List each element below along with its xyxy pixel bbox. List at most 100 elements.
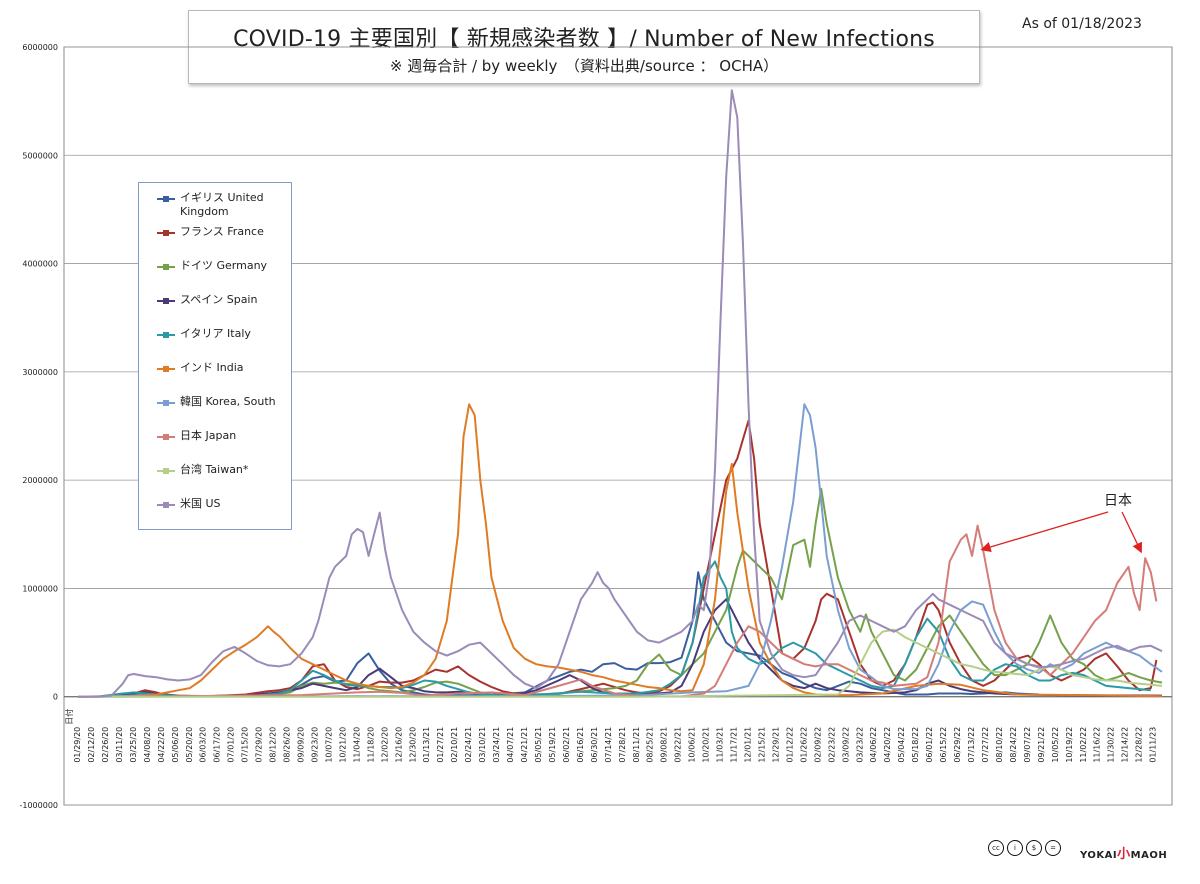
x-tick-label: 07/29/20 [255, 727, 264, 763]
x-tick-label: 02/24/21 [464, 727, 473, 763]
x-tick-label: 11/18/20 [366, 727, 375, 763]
legend-label: フランス France [180, 225, 264, 238]
x-tick-label: 05/20/20 [185, 727, 194, 763]
legend-label: イギリス United Kingdom [180, 191, 264, 218]
y-tick-label: 3000000 [22, 368, 58, 377]
legend-swatch [157, 364, 175, 374]
legend-swatch [157, 228, 175, 238]
legend-label: 韓国 Korea, South [180, 395, 276, 408]
x-tick-label: 06/03/20 [199, 727, 208, 763]
x-tick-label: 09/23/20 [310, 727, 319, 763]
x-tick-label: 07/01/20 [227, 727, 236, 763]
y-tick-label: 1000000 [22, 584, 58, 593]
as-of-date: As of 01/18/2023 [1022, 16, 1142, 32]
x-tick-label: 05/18/22 [911, 727, 920, 763]
x-tick-label: 11/03/21 [716, 727, 725, 763]
x-tick-label: 05/05/21 [534, 727, 543, 763]
x-tick-label: 06/02/21 [562, 727, 571, 763]
x-tick-label: 06/15/22 [939, 727, 948, 763]
x-tick-label: 11/17/21 [730, 727, 739, 763]
x-tick-label: 01/29/20 [73, 727, 82, 763]
x-tick-label: 10/06/21 [688, 727, 697, 763]
legend-item: スペイン Spain [157, 293, 276, 307]
legend-label: インド India [180, 361, 244, 374]
x-tick-label: 11/02/22 [1079, 727, 1088, 763]
x-tick-label: 05/19/21 [548, 727, 557, 763]
x-tick-label: 02/10/21 [450, 727, 459, 763]
series-line [77, 403, 1163, 698]
legend-item: イタリア Italy [157, 327, 276, 341]
x-tick-label: 04/21/21 [520, 727, 529, 763]
x-tick-label: 06/16/21 [576, 727, 585, 763]
x-tick-label: 06/17/20 [213, 727, 222, 763]
x-tick-label: 02/23/22 [827, 727, 836, 763]
x-tick-label: 01/11/23 [1149, 727, 1158, 763]
legend-swatch [157, 194, 175, 204]
legend-item: インド India [157, 361, 276, 375]
x-tick-label: 07/14/21 [604, 727, 613, 763]
legend-swatch [157, 330, 175, 340]
x-tick-label: 10/21/20 [338, 727, 347, 763]
legend-swatch [157, 262, 175, 272]
x-tick-label: 03/11/20 [115, 727, 124, 763]
x-tick-label: 07/15/20 [241, 727, 250, 763]
legend-label: 台湾 Taiwan* [180, 463, 249, 476]
chart-legend: イギリス United Kingdom フランス France ドイツ German… [138, 182, 292, 530]
y-tick-label: 2000000 [22, 476, 58, 485]
legend-item: フランス France [157, 225, 276, 239]
series-line [77, 524, 1158, 698]
annotation-arrows: 日本 [980, 493, 1142, 554]
x-tick-label: 10/07/20 [324, 727, 333, 763]
x-tick-label: 03/10/21 [478, 727, 487, 763]
x-tick-label: 08/10/22 [995, 727, 1004, 763]
x-tick-label: 12/28/22 [1135, 727, 1144, 763]
y-tick-label: -1000000 [19, 801, 58, 810]
series-line [77, 487, 1163, 698]
x-axis-label: 日付 [64, 709, 74, 725]
x-tick-label: 10/19/22 [1065, 727, 1074, 763]
x-tick-label: 03/25/20 [129, 727, 138, 763]
legend-swatch [157, 432, 175, 442]
x-tick-label: 02/12/20 [87, 727, 96, 763]
series-lines [77, 89, 1163, 698]
series-line [77, 89, 1163, 698]
x-tick-label: 08/25/21 [646, 727, 655, 763]
y-tick-labels: -1000000 0 1000000 2000000 3000000 4000000 500… [19, 43, 58, 810]
x-tick-label: 06/01/22 [925, 727, 934, 763]
legend-label: 日本 Japan [180, 429, 237, 442]
y-tick-label: 5000000 [22, 151, 58, 160]
y-tick-label: 0 [53, 693, 58, 702]
legend-swatch [157, 466, 175, 476]
x-tick-label: 05/06/20 [171, 727, 180, 763]
x-tick-label: 10/05/22 [1051, 727, 1060, 763]
legend-item: 米国 US [157, 497, 276, 511]
x-tick-label: 11/04/20 [352, 727, 361, 763]
nd-icon: = [1045, 840, 1061, 856]
x-tick-label: 01/26/22 [799, 727, 808, 763]
x-tick-label: 02/09/22 [813, 727, 822, 763]
x-tick-label: 07/28/21 [618, 727, 627, 763]
x-tick-label: 10/20/21 [702, 727, 711, 763]
x-tick-label: 08/12/20 [269, 727, 278, 763]
x-tick-label: 05/04/22 [897, 727, 906, 763]
series-line [78, 628, 1163, 698]
legend-label: スペイン Spain [180, 293, 258, 306]
x-tick-label: 01/13/21 [422, 727, 431, 763]
legend-label: ドイツ Germany [180, 259, 268, 272]
x-tick-label: 09/22/21 [674, 727, 683, 763]
x-tick-label: 06/30/21 [590, 727, 599, 763]
legend-label: イタリア Italy [180, 327, 251, 340]
legend-item: 日本 Japan [157, 429, 276, 443]
legend-item: 台湾 Taiwan* [157, 463, 276, 477]
series-line [77, 560, 1151, 698]
x-tick-label: 11/30/22 [1107, 727, 1116, 763]
x-tick-label: 04/06/22 [869, 727, 878, 763]
x-tick-label: 12/30/20 [408, 727, 417, 763]
x-tick-label: 04/22/20 [157, 727, 166, 763]
x-tick-label: 08/24/22 [1009, 727, 1018, 763]
legend-item: イギリス United Kingdom [157, 191, 276, 219]
legend-swatch [157, 500, 175, 510]
x-tick-label: 09/21/22 [1037, 727, 1046, 763]
legend-swatch [157, 296, 175, 306]
x-tick-label: 03/24/21 [492, 727, 501, 763]
